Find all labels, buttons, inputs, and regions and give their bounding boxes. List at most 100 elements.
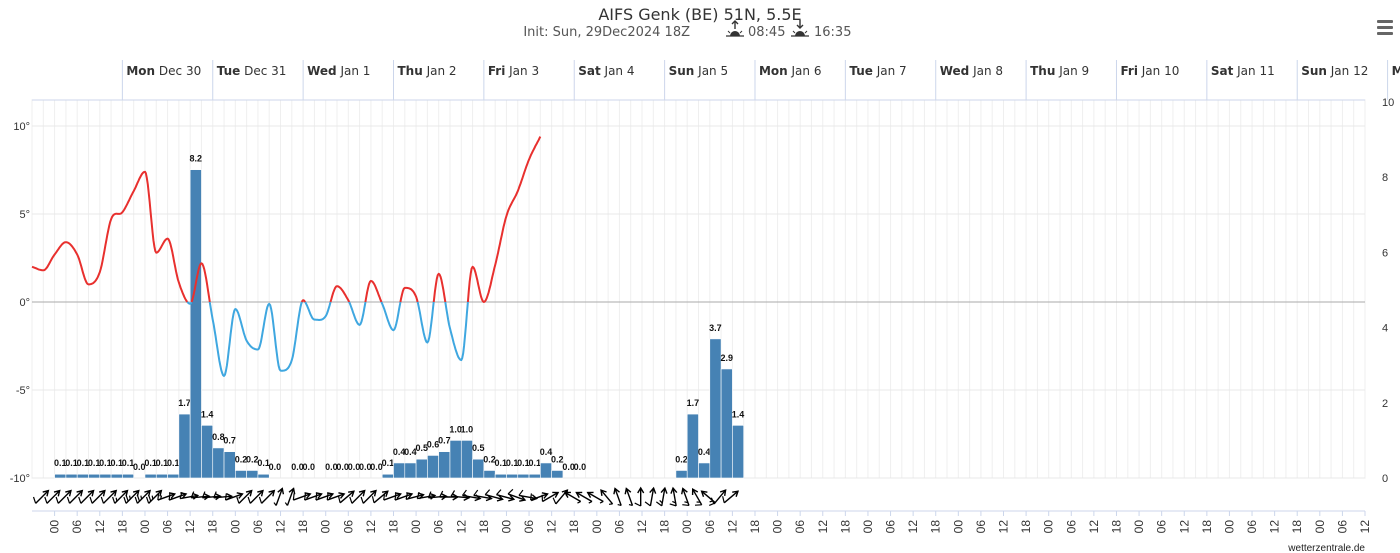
sunset-icon	[791, 20, 809, 37]
wind-barb-tick	[168, 493, 171, 501]
wind-barb-shaft	[114, 490, 128, 504]
wind-barb-tick	[315, 493, 318, 501]
wind-barb-shaft	[661, 488, 666, 506]
day-label: Thu Jan 9	[1030, 64, 1089, 78]
wind-barb-shaft	[136, 490, 151, 504]
x-tick-label: 18	[658, 520, 672, 534]
wind-barb-arrowhead	[732, 490, 740, 497]
x-tick-label: 06	[974, 520, 988, 534]
x-tick-label: 12	[816, 520, 830, 534]
wind-barb-tick	[304, 493, 307, 501]
day-label: Mon Jan 13	[1392, 64, 1400, 78]
y-left-tick-label: -5°	[16, 385, 30, 397]
wind-barb-shaft	[191, 495, 210, 499]
x-tick-label: 12	[364, 520, 378, 534]
wind-barb-tick	[292, 493, 295, 501]
wind-barb-shaft	[125, 490, 140, 504]
x-tick-label: 18	[1110, 520, 1124, 534]
wind-barb-shaft	[351, 490, 366, 504]
day-name: Wed	[307, 64, 337, 78]
precipitation-bar	[223, 451, 236, 479]
wind-barb-arrowhead	[121, 489, 129, 497]
day-name: Fri	[488, 64, 505, 78]
temperature-line-above-zero	[300, 299, 307, 303]
wind-barb-arrowhead	[76, 489, 84, 497]
wind-barb	[541, 491, 560, 503]
x-tick-label: 00	[951, 520, 965, 534]
y-left-tick-label: -10°	[10, 473, 30, 485]
precipitation-value-label: 0.7	[438, 436, 451, 446]
day-date: Jan 8	[969, 64, 1003, 78]
wind-barb-arrowhead	[541, 492, 549, 499]
x-tick-label: 18	[748, 520, 762, 534]
precipitation-value-label: 0.4	[393, 447, 406, 457]
wind-barb	[337, 490, 355, 504]
wind-barb-arrowhead	[348, 490, 355, 497]
x-tick-label: 12	[725, 520, 739, 534]
precipitation-bar	[732, 425, 744, 479]
x-tick-label: 18	[115, 520, 129, 534]
precipitation-bar	[381, 473, 394, 479]
wind-barb-shaft	[713, 489, 727, 505]
wind-barb	[145, 489, 163, 504]
x-tick-label: 00	[48, 520, 62, 534]
wind-barb-tick	[588, 500, 593, 504]
wind-barb	[247, 489, 264, 504]
wind-barb-tick	[655, 501, 663, 507]
wind-barb	[55, 489, 72, 504]
x-tick-label: 06	[1245, 520, 1259, 534]
day-label: Fri Jan 10	[1120, 64, 1179, 78]
wind-barb	[123, 489, 140, 504]
y-left-tick-label: 10°	[13, 121, 30, 133]
wind-barb-tick	[284, 502, 288, 506]
wind-barb-arrowhead	[381, 490, 389, 497]
wind-barb	[484, 489, 504, 502]
y-right-tick-label: 8	[1382, 172, 1388, 184]
wind-barb-arrowhead	[440, 493, 448, 501]
y-right-tick-label: 6	[1382, 247, 1388, 259]
wind-barb-shaft	[238, 490, 253, 504]
x-tick-label: 06	[341, 520, 355, 534]
x-tick-label: 00	[861, 520, 875, 534]
wind-barb-tick	[337, 496, 341, 503]
wind-barb-tick	[507, 488, 514, 495]
precipitation-value-label: 1.0	[449, 424, 462, 434]
x-tick-label: 00	[138, 520, 152, 534]
day-name: Tue	[217, 64, 241, 78]
wind-barb-tick	[125, 494, 129, 502]
precipitation-value-label: 0.0	[562, 462, 575, 472]
precipitation-value-label: 0.4	[404, 447, 417, 457]
precipitation-value-label: 1.7	[687, 398, 700, 408]
wind-barb-shaft	[507, 493, 526, 501]
wind-barb-tick	[383, 493, 386, 501]
wind-barb-tick	[190, 491, 195, 499]
wind-barb-shaft	[530, 493, 548, 501]
y-right-tick-label: 2	[1382, 398, 1388, 410]
wind-barb-arrowhead	[203, 493, 211, 501]
day-date: Jan 9	[1055, 64, 1089, 78]
wind-barb-tick	[577, 500, 581, 504]
day-date: Jan 12	[1327, 64, 1368, 78]
wind-barb-tick	[148, 494, 152, 502]
precipitation-bar	[698, 462, 711, 479]
wind-barb-tick	[696, 501, 701, 503]
x-tick-label: 00	[771, 520, 785, 534]
precipitation-bar	[506, 473, 519, 479]
precipitation-value-label: 0.0	[291, 462, 304, 472]
y-left-tick-label: 0°	[19, 297, 30, 309]
precipitation-value-label: 0.7	[223, 436, 236, 446]
precipitation-bar	[189, 169, 202, 479]
menu-icon[interactable]	[1377, 20, 1393, 35]
x-tick-label: 18	[1200, 520, 1214, 534]
wind-barb-shaft	[576, 491, 593, 503]
wind-barb-shaft	[405, 493, 424, 501]
temperature-line-below-zero	[416, 301, 435, 344]
wind-barb-arrowhead	[277, 487, 285, 495]
wind-barb-arrowhead	[649, 486, 657, 494]
day-name: Tue	[849, 64, 873, 78]
x-tick-label: 00	[1132, 520, 1146, 534]
wind-barb	[383, 492, 402, 501]
precipitation-bar	[212, 447, 225, 479]
wind-barb-arrowhead	[236, 492, 244, 499]
x-tick-label: 12	[1087, 520, 1101, 534]
